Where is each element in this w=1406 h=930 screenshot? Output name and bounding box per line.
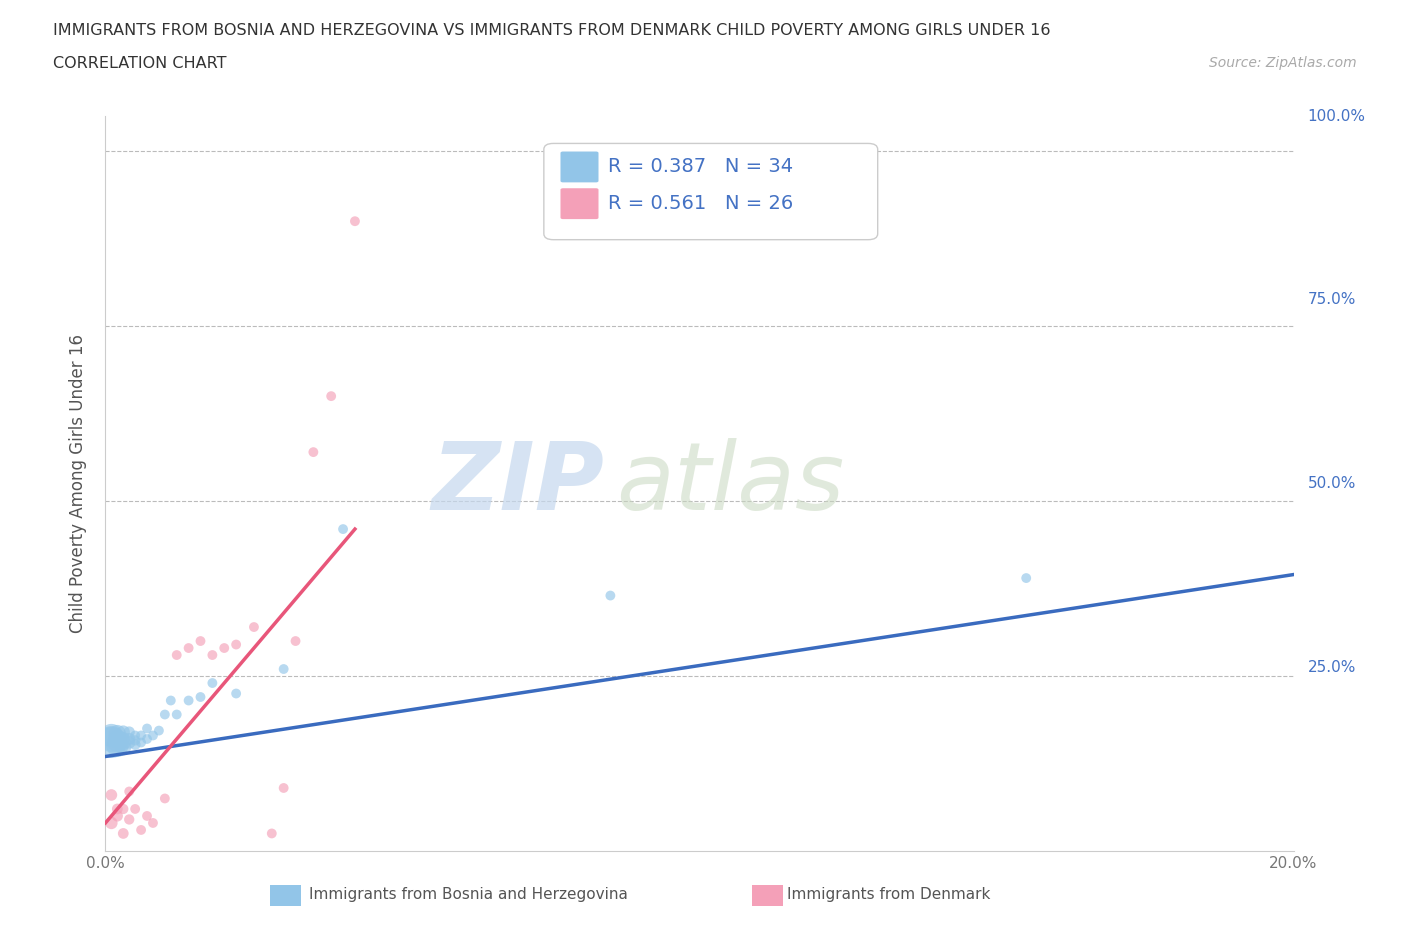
Point: [177, 641, 200, 656]
Text: 50.0%: 50.0%: [1308, 476, 1357, 491]
Text: 100.0%: 100.0%: [1308, 109, 1365, 124]
Text: atlas: atlas: [616, 438, 845, 529]
Point: [105, 808, 128, 823]
Point: [129, 822, 152, 837]
Point: [100, 732, 122, 747]
Text: R = 0.387   N = 34: R = 0.387 N = 34: [607, 157, 793, 177]
Text: 75.0%: 75.0%: [1308, 292, 1357, 308]
Point: [129, 735, 152, 750]
Point: [332, 522, 354, 537]
Point: [599, 588, 621, 603]
Point: [273, 661, 295, 676]
FancyBboxPatch shape: [561, 188, 599, 219]
Point: [225, 686, 247, 701]
Point: [1015, 571, 1038, 586]
Point: [148, 724, 170, 738]
Text: Immigrants from Bosnia and Herzegovina: Immigrants from Bosnia and Herzegovina: [309, 887, 628, 902]
Point: [100, 735, 122, 750]
Text: Immigrants from Denmark: Immigrants from Denmark: [787, 887, 991, 902]
Point: [166, 647, 188, 662]
Text: 25.0%: 25.0%: [1308, 659, 1357, 675]
Point: [124, 802, 146, 817]
Point: [153, 707, 176, 722]
FancyBboxPatch shape: [544, 143, 877, 240]
Point: [321, 389, 343, 404]
Point: [118, 812, 141, 827]
Point: [124, 728, 146, 743]
Point: [243, 619, 266, 634]
Point: [260, 826, 283, 841]
Point: [112, 724, 135, 739]
Point: [105, 726, 128, 741]
Point: [225, 637, 247, 652]
Text: CORRELATION CHART: CORRELATION CHART: [53, 56, 226, 71]
Point: [166, 707, 188, 722]
Point: [118, 735, 141, 750]
Point: [105, 738, 128, 753]
Point: [136, 721, 159, 736]
Point: [124, 737, 146, 752]
Point: [284, 633, 307, 648]
Text: ZIP: ZIP: [432, 438, 605, 529]
Point: [105, 802, 128, 817]
Point: [159, 693, 181, 708]
Point: [214, 641, 236, 656]
Point: [153, 791, 176, 806]
Point: [142, 728, 165, 743]
Point: [273, 780, 295, 795]
Point: [118, 724, 141, 739]
Point: [118, 732, 141, 747]
Point: [201, 647, 224, 662]
Point: [100, 788, 122, 803]
Point: [177, 693, 200, 708]
Point: [112, 735, 135, 750]
FancyBboxPatch shape: [561, 152, 599, 182]
Point: [100, 728, 122, 743]
Text: IMMIGRANTS FROM BOSNIA AND HERZEGOVINA VS IMMIGRANTS FROM DENMARK CHILD POVERTY : IMMIGRANTS FROM BOSNIA AND HERZEGOVINA V…: [53, 23, 1050, 38]
Y-axis label: Child Poverty Among Girls Under 16: Child Poverty Among Girls Under 16: [69, 334, 87, 633]
Point: [190, 689, 212, 704]
Point: [105, 732, 128, 747]
Point: [129, 728, 152, 743]
Point: [190, 633, 212, 648]
Point: [136, 732, 159, 747]
Point: [343, 214, 366, 229]
Point: [112, 740, 135, 755]
Point: [201, 675, 224, 690]
Text: Source: ZipAtlas.com: Source: ZipAtlas.com: [1209, 56, 1357, 70]
Point: [142, 816, 165, 830]
Point: [124, 733, 146, 748]
Point: [100, 816, 122, 830]
Point: [302, 445, 325, 459]
Point: [112, 802, 135, 817]
Point: [112, 732, 135, 747]
Point: [105, 735, 128, 750]
Text: R = 0.561   N = 26: R = 0.561 N = 26: [607, 194, 793, 213]
Point: [112, 826, 135, 841]
Point: [118, 784, 141, 799]
Point: [136, 808, 159, 823]
